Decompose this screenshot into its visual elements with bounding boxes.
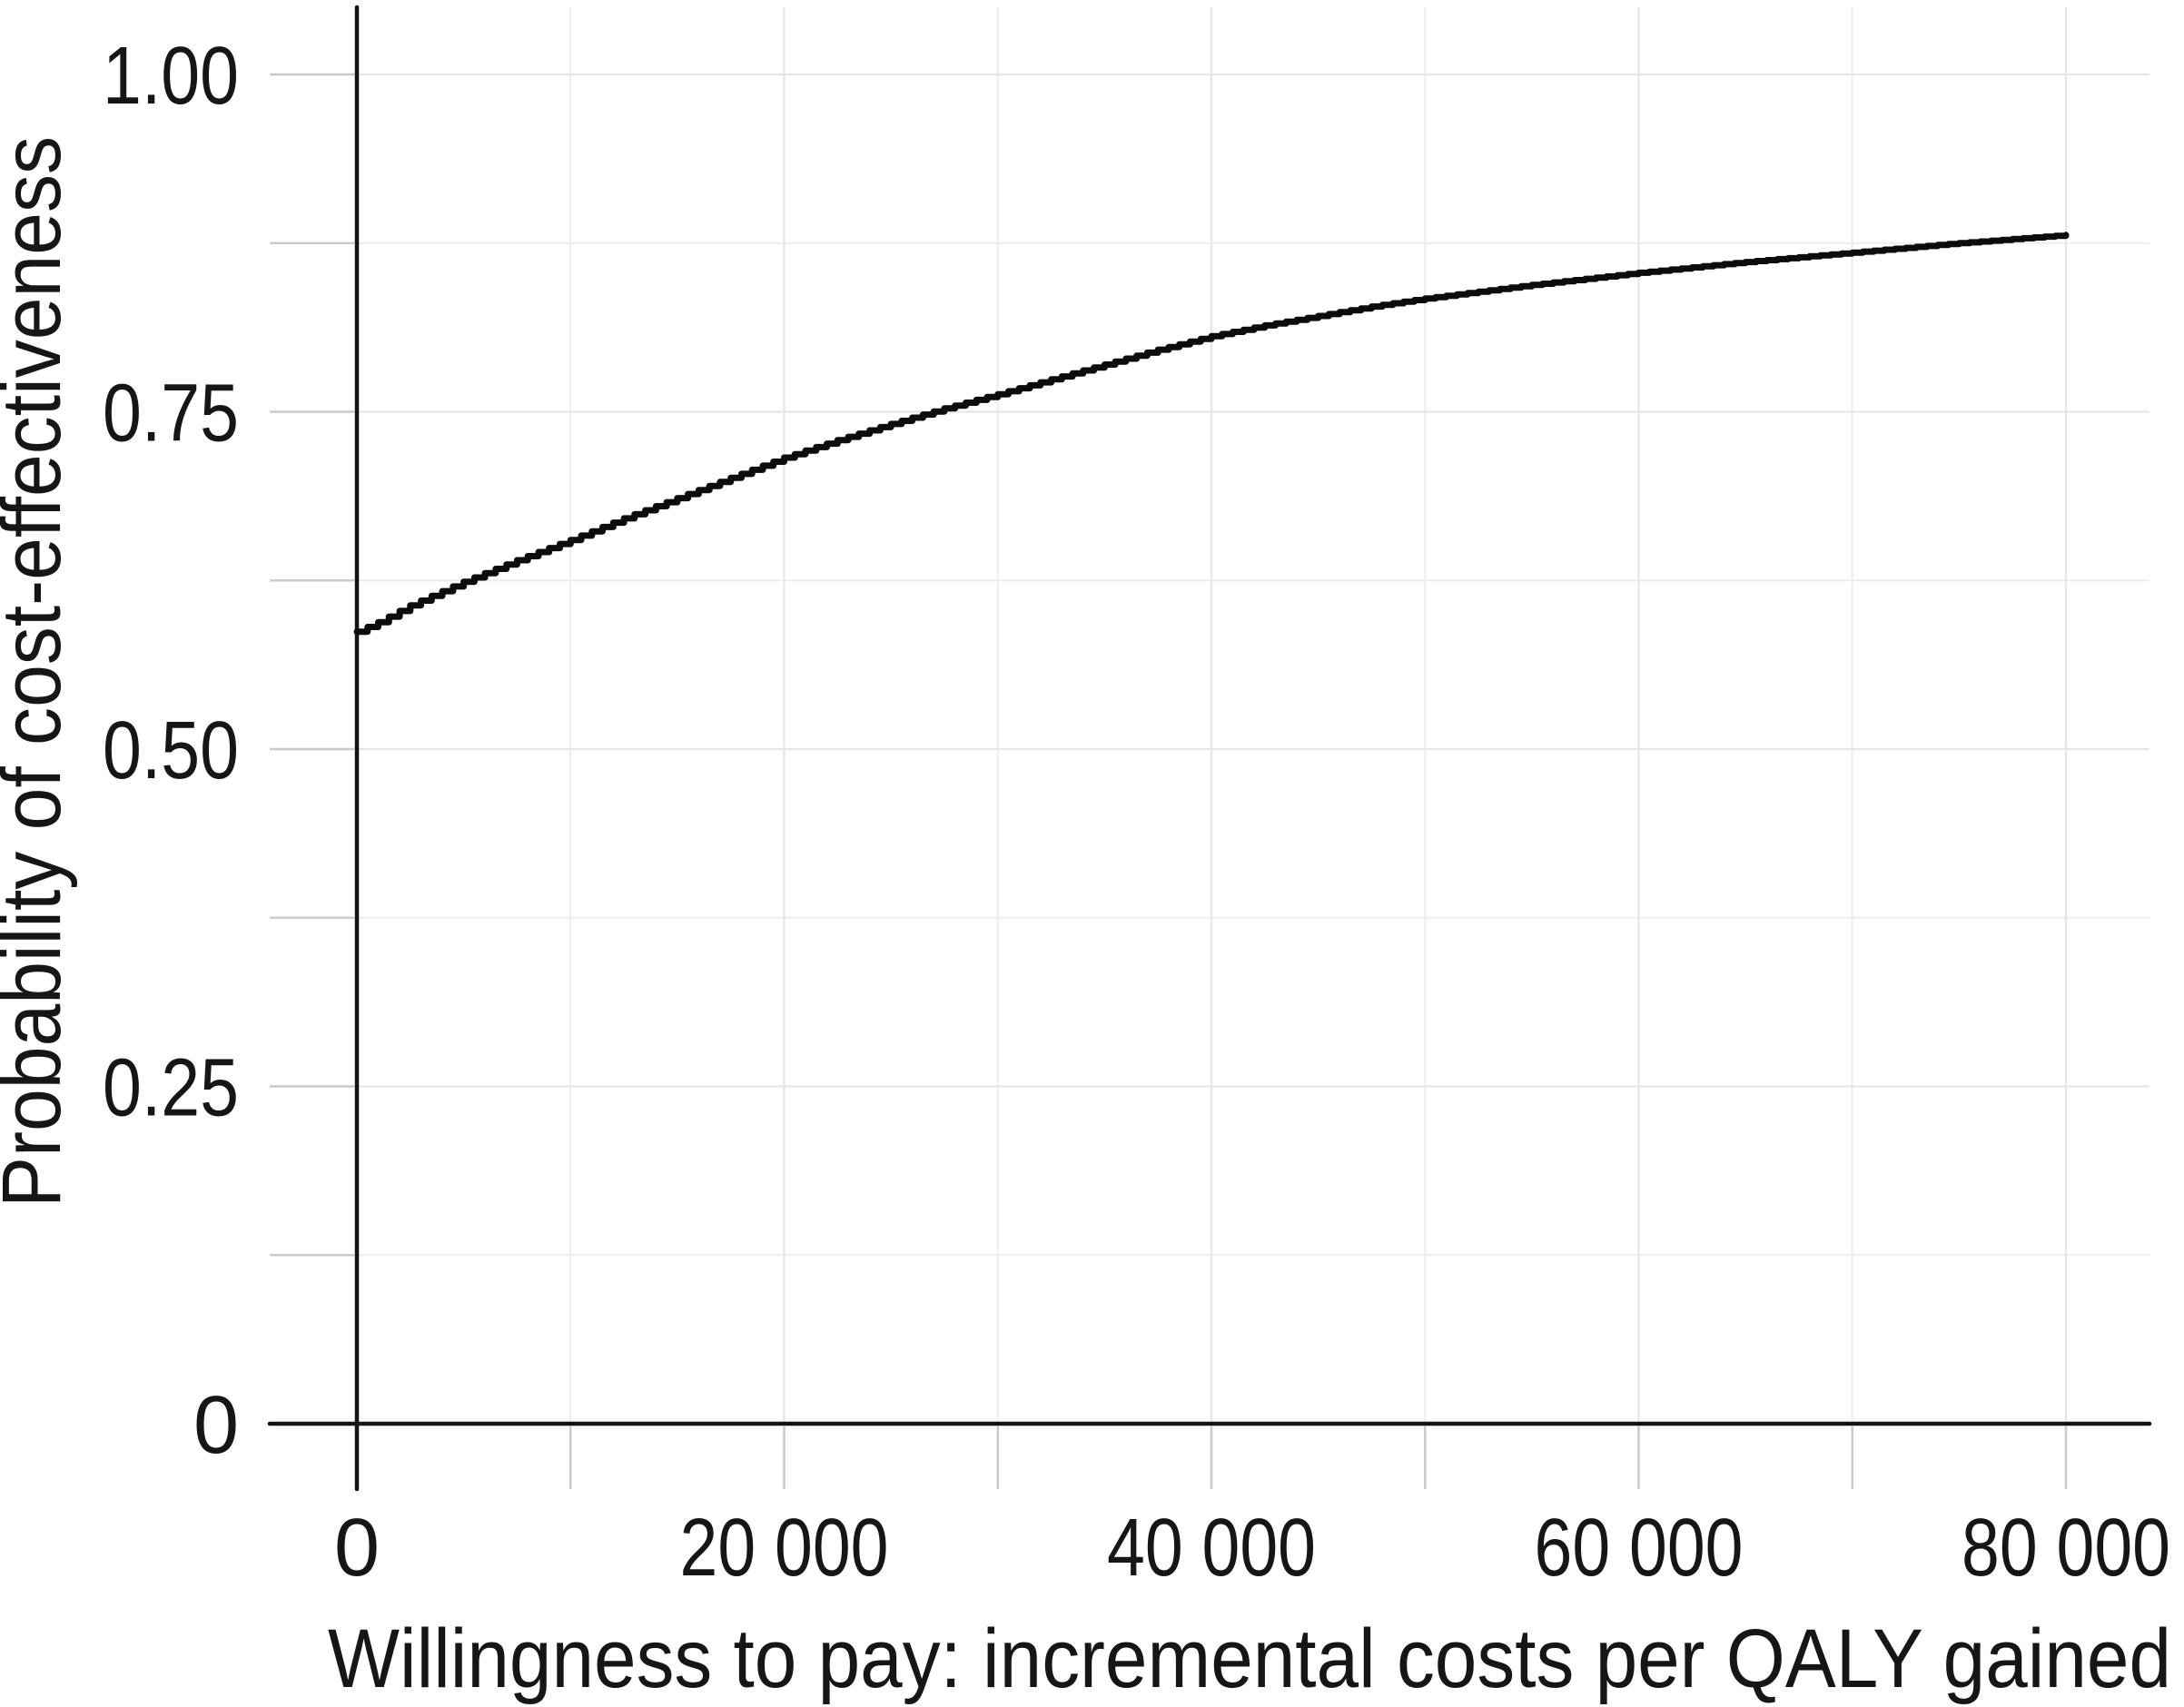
curve-layer: [353, 232, 2070, 636]
y-tick-label: 0.50: [103, 705, 239, 796]
ceac-curve: [353, 232, 2070, 636]
axis-line-layer: [267, 5, 2152, 1492]
y-tick-label: 0: [193, 1380, 239, 1471]
y-tick-label: 0.75: [103, 369, 239, 459]
y-axis-title: Probability of cost-effectiveness: [0, 136, 78, 1208]
x-tick-label: 60 000: [1535, 1503, 1744, 1594]
x-tick-label: 40 000: [1107, 1503, 1316, 1594]
tick-label-layer: 0 0.25 0.50 0.75 1.00 0 20 000 40 000 60 000 80 0…: [103, 31, 2170, 1594]
x-tick-label: 0: [334, 1503, 380, 1594]
y-tick-label: 0.25: [103, 1043, 239, 1134]
x-tick-label: 80 000: [1962, 1503, 2170, 1594]
tick-mark-layer: [270, 73, 2068, 1489]
y-tick-label: 1.00: [103, 31, 239, 122]
gridline-layer: [270, 7, 2149, 1489]
x-axis-title: Willingness to pay: incremental costs pe…: [328, 1613, 2171, 1705]
x-tick-label: 20 000: [680, 1503, 889, 1594]
